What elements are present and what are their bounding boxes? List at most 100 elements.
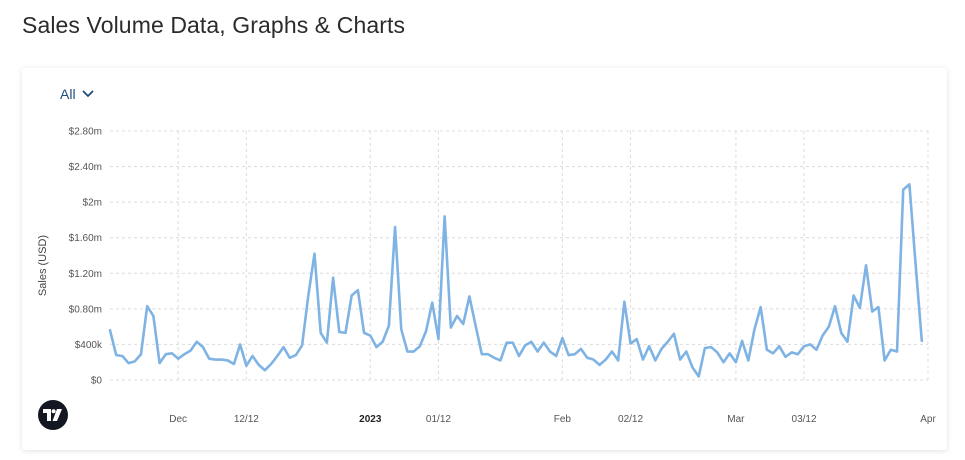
data-point <box>245 364 248 367</box>
data-point <box>604 358 607 361</box>
data-point <box>313 252 316 255</box>
data-point <box>208 357 211 360</box>
data-point <box>735 361 738 364</box>
data-point <box>301 344 304 347</box>
data-point <box>375 346 378 349</box>
data-point <box>400 328 403 331</box>
x-tick-label: 02/12 <box>618 414 643 425</box>
data-point <box>388 324 391 327</box>
data-point <box>468 295 471 298</box>
data-point <box>536 350 539 353</box>
data-point <box>357 289 360 292</box>
x-tick-label: 2023 <box>359 414 382 425</box>
data-point <box>883 359 886 362</box>
data-point <box>338 331 341 334</box>
data-point <box>505 341 508 344</box>
data-point <box>611 350 614 353</box>
data-point <box>233 363 236 366</box>
data-point <box>270 363 273 366</box>
data-point <box>542 341 545 344</box>
data-point <box>307 294 310 297</box>
data-point <box>629 342 632 345</box>
data-point <box>803 345 806 348</box>
data-point <box>635 338 638 341</box>
data-point <box>239 343 242 346</box>
data-point <box>251 355 254 358</box>
y-tick-label: $0 <box>91 376 103 387</box>
data-point <box>518 355 521 358</box>
data-point <box>815 348 818 351</box>
data-point <box>381 340 384 343</box>
data-point <box>623 300 626 303</box>
data-point <box>487 353 490 356</box>
data-point <box>666 340 669 343</box>
y-tick-label: $400k <box>75 340 103 351</box>
data-point <box>164 353 167 356</box>
data-point <box>660 348 663 351</box>
data-point <box>648 345 651 348</box>
data-point <box>406 350 409 353</box>
data-point <box>865 264 868 267</box>
x-tick-label: 03/12 <box>792 414 817 425</box>
data-point <box>171 352 174 355</box>
y-tick-label: $1.20m <box>69 269 102 280</box>
data-point <box>679 358 682 361</box>
data-point <box>214 358 217 361</box>
data-point <box>344 332 347 335</box>
data-point <box>834 305 837 308</box>
data-point <box>580 348 583 351</box>
data-point <box>512 341 515 344</box>
data-point <box>586 356 589 359</box>
data-point <box>115 354 118 357</box>
sales-volume-line-chart: $0 $400k $0.80m $1.20m $1.60m $2m $2.40m $2.80m… <box>37 127 936 426</box>
y-tick-label: $2.80m <box>69 127 102 138</box>
data-point <box>921 340 924 343</box>
data-point <box>350 294 353 297</box>
data-point <box>499 359 502 362</box>
data-point <box>412 350 415 353</box>
data-point <box>598 364 601 367</box>
data-point <box>561 337 564 340</box>
data-point <box>784 356 787 359</box>
range-filter-dropdown[interactable]: All <box>60 86 94 102</box>
data-point <box>871 310 874 313</box>
series <box>108 183 924 378</box>
x-tick-label: Feb <box>554 414 572 425</box>
y-tick-label: $0.80m <box>69 304 102 315</box>
data-point <box>846 340 849 343</box>
data-point <box>654 359 657 362</box>
data-point <box>257 364 260 367</box>
data-point <box>437 338 440 341</box>
data-point <box>828 325 831 328</box>
data-point <box>549 350 552 353</box>
data-point <box>809 343 812 346</box>
data-point <box>264 369 267 372</box>
x-tick-label: 12/12 <box>234 414 259 425</box>
y-axis-label: Sales (USD) <box>37 235 49 296</box>
data-point <box>177 357 180 360</box>
y-axis-ticks: $0 $400k $0.80m $1.20m $1.60m $2m $2.40m $2.80m <box>69 127 103 387</box>
tradingview-logo-icon <box>43 409 62 421</box>
data-point <box>189 349 192 352</box>
chevron-down-icon <box>82 90 94 98</box>
data-point <box>722 361 725 364</box>
data-point <box>642 358 645 361</box>
data-point <box>877 306 880 309</box>
data-point <box>790 351 793 354</box>
x-axis-ticks: Dec 12/12 2023 01/12 Feb 02/12 Mar 03/12 Apr <box>169 414 936 425</box>
data-point <box>524 344 527 347</box>
data-point <box>474 324 477 327</box>
data-point <box>797 353 800 356</box>
data-point <box>704 347 707 350</box>
data-point <box>697 375 700 378</box>
data-point <box>716 351 719 354</box>
x-tick-label: Dec <box>169 414 187 425</box>
data-point <box>363 332 366 335</box>
data-point <box>685 350 688 353</box>
data-point <box>332 276 335 279</box>
data-point <box>592 358 595 361</box>
data-point <box>673 332 676 335</box>
data-point <box>133 360 136 363</box>
data-point <box>753 328 756 331</box>
x-tick-label: 01/12 <box>426 414 451 425</box>
